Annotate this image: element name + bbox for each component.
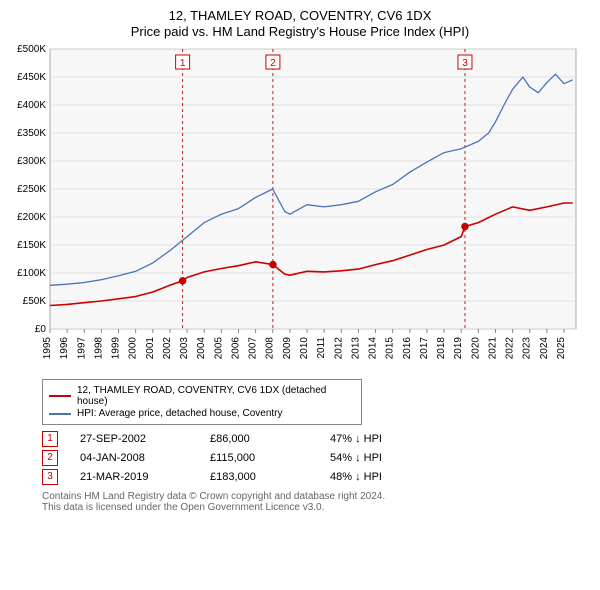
sales-table: 1 27-SEP-2002£86,00047% ↓ HPI 2 04-JAN-2008… bbox=[42, 431, 592, 485]
svg-text:2016: 2016 bbox=[402, 337, 413, 360]
svg-text:£400K: £400K bbox=[17, 100, 46, 111]
svg-text:2009: 2009 bbox=[282, 337, 293, 360]
legend-swatch-hpi bbox=[49, 413, 71, 415]
legend-label-property: 12, THAMLEY ROAD, COVENTRY, CV6 1DX (det… bbox=[77, 385, 355, 407]
svg-text:2011: 2011 bbox=[316, 337, 327, 359]
price-chart: £0 £50K £100K £150K £200K £250K £300K £350K £400… bbox=[8, 43, 588, 373]
svg-text:£100K: £100K bbox=[17, 268, 46, 279]
svg-text:1995: 1995 bbox=[42, 337, 53, 360]
svg-text:2012: 2012 bbox=[333, 337, 344, 360]
svg-text:1996: 1996 bbox=[59, 337, 70, 360]
sale-marker-num: 2 bbox=[42, 450, 58, 466]
legend-swatch-property bbox=[49, 395, 71, 397]
svg-text:2000: 2000 bbox=[128, 337, 139, 360]
svg-text:2021: 2021 bbox=[487, 337, 498, 360]
svg-text:2: 2 bbox=[270, 58, 276, 69]
svg-text:2020: 2020 bbox=[470, 337, 481, 360]
attribution-line-2: This data is licensed under the Open Gov… bbox=[42, 502, 592, 513]
svg-text:£50K: £50K bbox=[23, 296, 47, 307]
svg-text:2002: 2002 bbox=[162, 337, 173, 360]
sales-row: 2 04-JAN-2008£115,00054% ↓ HPI bbox=[42, 450, 592, 466]
svg-text:2022: 2022 bbox=[505, 337, 516, 360]
svg-text:2019: 2019 bbox=[453, 337, 464, 360]
sale-pct: 54% ↓ HPI bbox=[330, 452, 430, 464]
svg-text:£0: £0 bbox=[35, 324, 47, 335]
chart-container: 12, THAMLEY ROAD, COVENTRY, CV6 1DX Pric… bbox=[0, 0, 600, 517]
sale-price: £115,000 bbox=[210, 452, 330, 464]
sale-date: 04-JAN-2008 bbox=[80, 452, 210, 464]
sale-pct: 47% ↓ HPI bbox=[330, 433, 430, 445]
svg-text:2004: 2004 bbox=[196, 337, 207, 360]
svg-text:2006: 2006 bbox=[230, 337, 241, 360]
svg-text:1997: 1997 bbox=[76, 337, 87, 360]
svg-text:2013: 2013 bbox=[350, 337, 361, 360]
svg-text:£300K: £300K bbox=[17, 156, 46, 167]
chart-title-address: 12, THAMLEY ROAD, COVENTRY, CV6 1DX bbox=[8, 8, 592, 23]
svg-text:2015: 2015 bbox=[385, 337, 396, 360]
svg-text:2007: 2007 bbox=[248, 337, 259, 360]
sale-price: £183,000 bbox=[210, 471, 330, 483]
sale-marker-num: 3 bbox=[42, 469, 58, 485]
chart-title-desc: Price paid vs. HM Land Registry's House … bbox=[8, 24, 592, 39]
attribution: Contains HM Land Registry data © Crown c… bbox=[42, 491, 592, 513]
svg-text:2008: 2008 bbox=[265, 337, 276, 360]
legend-row-property: 12, THAMLEY ROAD, COVENTRY, CV6 1DX (det… bbox=[49, 385, 355, 407]
svg-text:£500K: £500K bbox=[17, 44, 46, 55]
svg-text:2018: 2018 bbox=[436, 337, 447, 360]
svg-text:£350K: £350K bbox=[17, 128, 46, 139]
svg-text:2025: 2025 bbox=[556, 337, 567, 360]
svg-text:3: 3 bbox=[462, 58, 468, 69]
sale-date: 21-MAR-2019 bbox=[80, 471, 210, 483]
svg-text:£250K: £250K bbox=[17, 184, 46, 195]
svg-text:2003: 2003 bbox=[179, 337, 190, 360]
svg-text:2014: 2014 bbox=[368, 337, 379, 360]
svg-text:1: 1 bbox=[180, 58, 186, 69]
svg-text:£200K: £200K bbox=[17, 212, 46, 223]
svg-text:2001: 2001 bbox=[145, 337, 156, 360]
sale-date: 27-SEP-2002 bbox=[80, 433, 210, 445]
svg-text:1998: 1998 bbox=[93, 337, 104, 360]
legend-label-hpi: HPI: Average price, detached house, Cove… bbox=[77, 408, 283, 419]
svg-text:2023: 2023 bbox=[522, 337, 533, 360]
sales-row: 1 27-SEP-2002£86,00047% ↓ HPI bbox=[42, 431, 592, 447]
svg-text:£450K: £450K bbox=[17, 72, 46, 83]
legend: 12, THAMLEY ROAD, COVENTRY, CV6 1DX (det… bbox=[42, 379, 362, 425]
attribution-line-1: Contains HM Land Registry data © Crown c… bbox=[42, 491, 592, 502]
sale-marker-num: 1 bbox=[42, 431, 58, 447]
svg-text:2024: 2024 bbox=[539, 337, 550, 360]
legend-row-hpi: HPI: Average price, detached house, Cove… bbox=[49, 408, 355, 419]
svg-text:2005: 2005 bbox=[213, 337, 224, 360]
svg-text:£150K: £150K bbox=[17, 240, 46, 251]
svg-text:1999: 1999 bbox=[111, 337, 122, 360]
sales-row: 3 21-MAR-2019£183,00048% ↓ HPI bbox=[42, 469, 592, 485]
svg-text:2017: 2017 bbox=[419, 337, 430, 360]
svg-text:2010: 2010 bbox=[299, 337, 310, 360]
sale-pct: 48% ↓ HPI bbox=[330, 471, 430, 483]
title-block: 12, THAMLEY ROAD, COVENTRY, CV6 1DX Pric… bbox=[8, 8, 592, 39]
sale-price: £86,000 bbox=[210, 433, 330, 445]
